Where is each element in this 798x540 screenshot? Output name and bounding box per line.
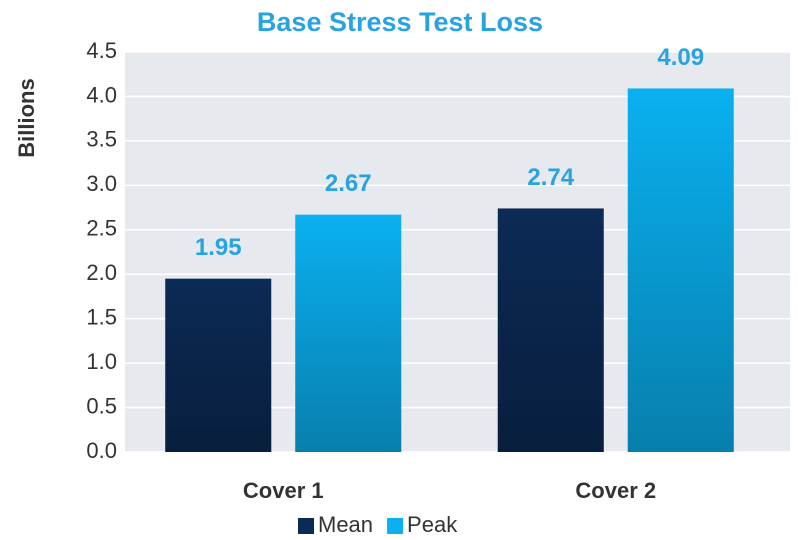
y-tick-label: 2.0: [86, 260, 117, 285]
y-tick-label: 3.0: [86, 171, 117, 196]
data-label: 2.74: [527, 164, 574, 191]
chart-title: Base Stress Test Loss: [257, 7, 543, 37]
y-tick-label: 4.0: [86, 82, 117, 107]
legend-swatch: [298, 518, 314, 534]
bar: [165, 278, 272, 452]
legend-swatch: [387, 518, 404, 534]
y-tick-label: 2.5: [86, 216, 117, 241]
x-tick-label: Cover 1: [243, 478, 324, 503]
data-label: 4.09: [657, 44, 704, 71]
y-axis-label: Billions: [14, 78, 39, 157]
x-tick-label: Cover 2: [575, 478, 656, 503]
y-tick-label: 0.5: [86, 393, 117, 418]
bar: [497, 208, 604, 452]
data-label: 2.67: [325, 170, 372, 197]
legend-label: Mean: [318, 512, 373, 537]
data-label: 1.95: [195, 234, 242, 261]
y-tick-label: 0.0: [86, 438, 117, 463]
y-tick-label: 4.5: [86, 38, 117, 63]
legend-label: Peak: [407, 512, 458, 537]
y-tick-label: 1.5: [86, 304, 117, 329]
y-tick-label: 1.0: [86, 349, 117, 374]
y-tick-label: 3.5: [86, 127, 117, 152]
bar: [295, 214, 402, 452]
bar: [627, 88, 734, 452]
